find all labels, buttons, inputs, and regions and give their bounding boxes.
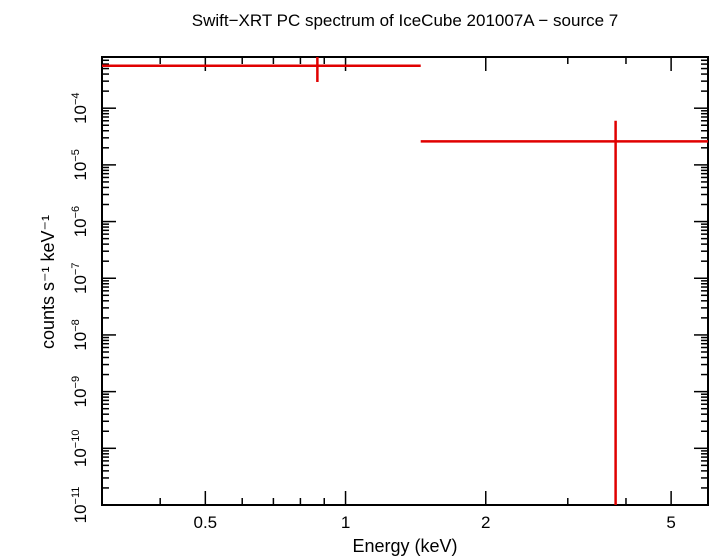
y-tick-label: 10−7 bbox=[70, 263, 90, 294]
plot-frame bbox=[101, 56, 709, 506]
y-tick-label: 10−5 bbox=[70, 149, 90, 180]
y-tick-label: 10−9 bbox=[70, 376, 90, 407]
x-tick-label: 0.5 bbox=[194, 513, 218, 532]
y-axis-label: counts s⁻¹ keV⁻¹ bbox=[38, 215, 58, 349]
plot-area: 0.5 1 2 5 10−11 10−10 10−9 10−8 10−7 10−6 10−5 10−4 bbox=[70, 56, 709, 532]
y-tick-label: 10−6 bbox=[70, 206, 90, 237]
y-tick-label: 10−4 bbox=[70, 92, 90, 123]
x-tick-label: 2 bbox=[481, 513, 490, 532]
y-tick-label: 10−8 bbox=[70, 319, 90, 350]
x-tick-label: 1 bbox=[341, 513, 350, 532]
y-tick-label: 10−11 bbox=[70, 487, 90, 524]
x-axis-label: Energy (keV) bbox=[352, 536, 457, 556]
x-tick-label: 5 bbox=[666, 513, 675, 532]
chart-title: Swift−XRT PC spectrum of IceCube 201007A… bbox=[192, 11, 619, 30]
y-tick-label: 10−10 bbox=[70, 430, 90, 468]
